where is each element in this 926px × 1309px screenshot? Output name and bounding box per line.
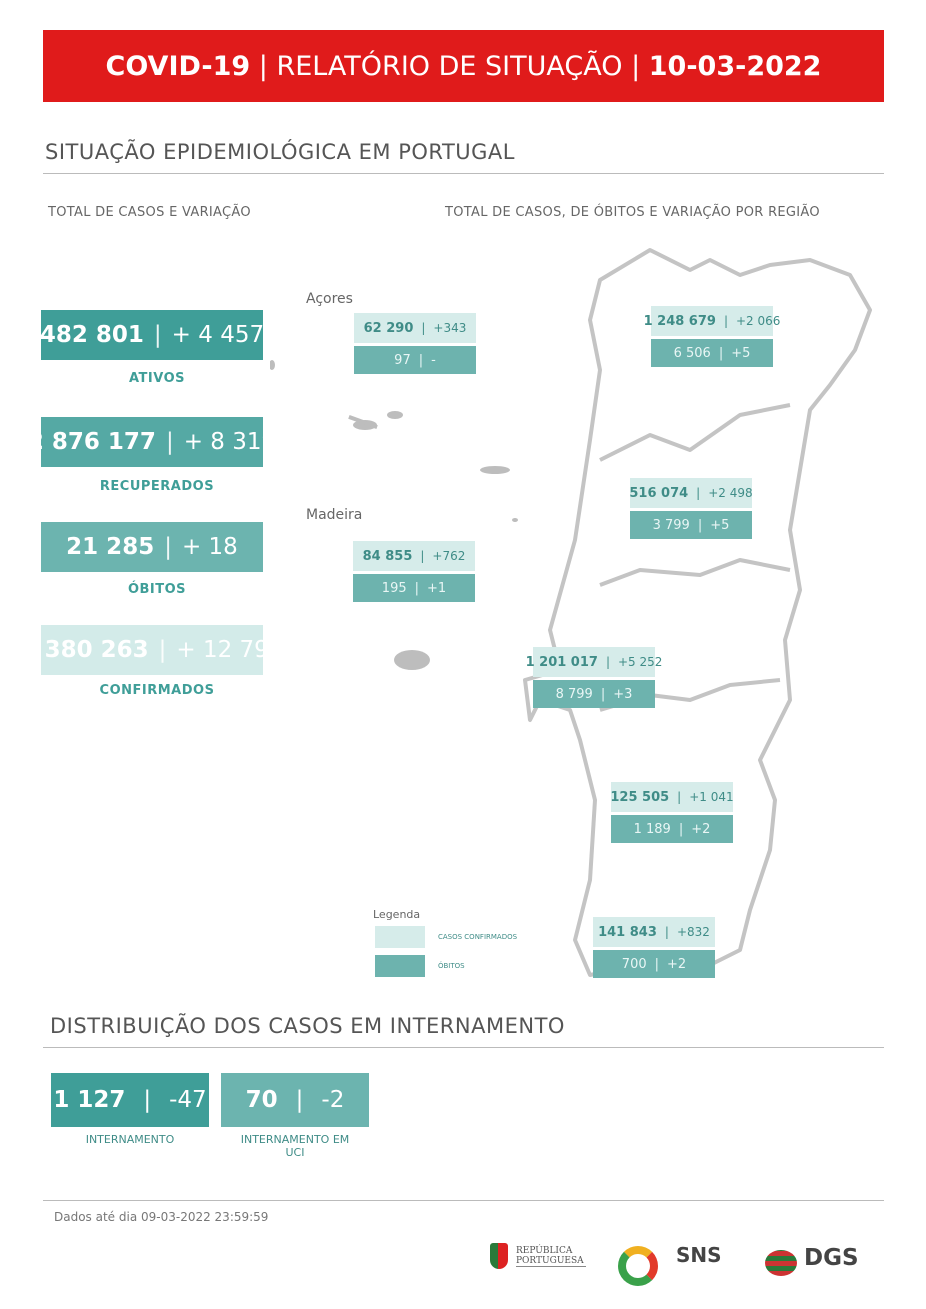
total-label: ATIVOS	[128, 371, 185, 386]
region-stats-box: 62 290 | +343 97 | -	[354, 313, 476, 374]
region-stats-box: 141 843 | +832 700 | +2	[593, 917, 715, 978]
legend-label-cases: CASOS CONFIRMADOS	[438, 933, 518, 941]
logo-republica-portuguesa: REPÚBLICA PORTUGUESA	[490, 1243, 586, 1269]
section-title-hospital: DISTRIBUIÇÃO DOS CASOS EM INTERNAMENTO	[50, 1014, 565, 1038]
region-deaths: 6 506 | +5	[651, 339, 773, 367]
region-deaths: 195 | +1	[353, 574, 475, 602]
region-cases: 84 855 | +762	[353, 541, 475, 571]
report-date: 10-03-2022	[648, 50, 822, 82]
logo-sns: SNS	[676, 1243, 722, 1267]
region-deaths: 8 799 | +3	[533, 680, 655, 708]
region-stats-box: 125 505 | +1 041 1 189 | +2	[610, 782, 734, 843]
region-cases: 516 074 | +2 498	[629, 478, 753, 508]
total-label: RECUPERADOS	[99, 479, 215, 494]
data-timestamp: Dados até dia 09-03-2022 23:59:59	[54, 1210, 269, 1224]
regions-subtitle: TOTAL DE CASOS, DE ÓBITOS E VARIAÇÃO POR…	[445, 205, 820, 220]
region-cases: 1 201 017 | +5 252	[526, 647, 662, 677]
total-óbitos-box: 21 285 | + 18	[41, 522, 263, 572]
logo-sns-icon	[618, 1246, 658, 1286]
legend-title: Legenda	[373, 908, 421, 921]
total-label: ÓBITOS	[127, 582, 187, 597]
region-cases: 62 290 | +343	[354, 313, 476, 343]
region-deaths: 1 189 | +2	[611, 815, 733, 843]
logo-dgs-icon	[765, 1250, 797, 1276]
region-name-acores: Açores	[306, 291, 353, 307]
banner-prefix: COVID-19	[105, 50, 251, 82]
total-ativos-box: 482 801 | + 4 457	[40, 310, 264, 360]
total-recuperados-box: 2 876 177 | + 8 319	[28, 417, 276, 467]
totals-subtitle: TOTAL DE CASOS E VARIAÇÃO	[48, 205, 251, 220]
legend-swatch-cases	[375, 926, 425, 948]
internamento-uci-box: 70 | -2	[221, 1073, 369, 1127]
region-cases: 125 505 | +1 041	[610, 782, 734, 812]
banner-title: RELATÓRIO DE SITUAÇÃO	[276, 50, 623, 82]
total-confirmados-box: 3 380 263 | + 12 794	[21, 625, 283, 675]
region-name-madeira: Madeira	[306, 507, 363, 523]
total-label: CONFIRMADOS	[99, 683, 215, 698]
region-cases: 141 843 | +832	[593, 917, 715, 947]
divider	[43, 173, 884, 174]
divider	[43, 1200, 884, 1201]
section-title-epidemiological: SITUAÇÃO EPIDEMIOLÓGICA EM PORTUGAL	[45, 140, 515, 164]
region-stats-box: 1 248 679 | +2 066 6 506 | +5	[644, 306, 780, 367]
internamento-uci-label: INTERNAMENTO EM UCI	[240, 1133, 350, 1159]
region-deaths: 3 799 | +5	[630, 511, 752, 539]
region-stats-box: 84 855 | +762 195 | +1	[353, 541, 475, 602]
region-cases: 1 248 679 | +2 066	[644, 306, 780, 336]
internamento-label: INTERNAMENTO	[85, 1133, 175, 1146]
report-banner: COVID-19 | RELATÓRIO DE SITUAÇÃO | 10-03…	[43, 30, 884, 102]
region-deaths: 700 | +2	[593, 950, 715, 978]
internamento-box: 1 127 | -47	[51, 1073, 209, 1127]
legend-label-deaths: ÓBITOS	[438, 962, 465, 970]
region-deaths: 97 | -	[354, 346, 476, 374]
divider	[43, 1047, 884, 1048]
legend-swatch-deaths	[375, 955, 425, 977]
region-stats-box: 1 201 017 | +5 252 8 799 | +3	[526, 647, 662, 708]
region-stats-box: 516 074 | +2 498 3 799 | +5	[629, 478, 753, 539]
logo-dgs: DGS	[804, 1245, 859, 1271]
